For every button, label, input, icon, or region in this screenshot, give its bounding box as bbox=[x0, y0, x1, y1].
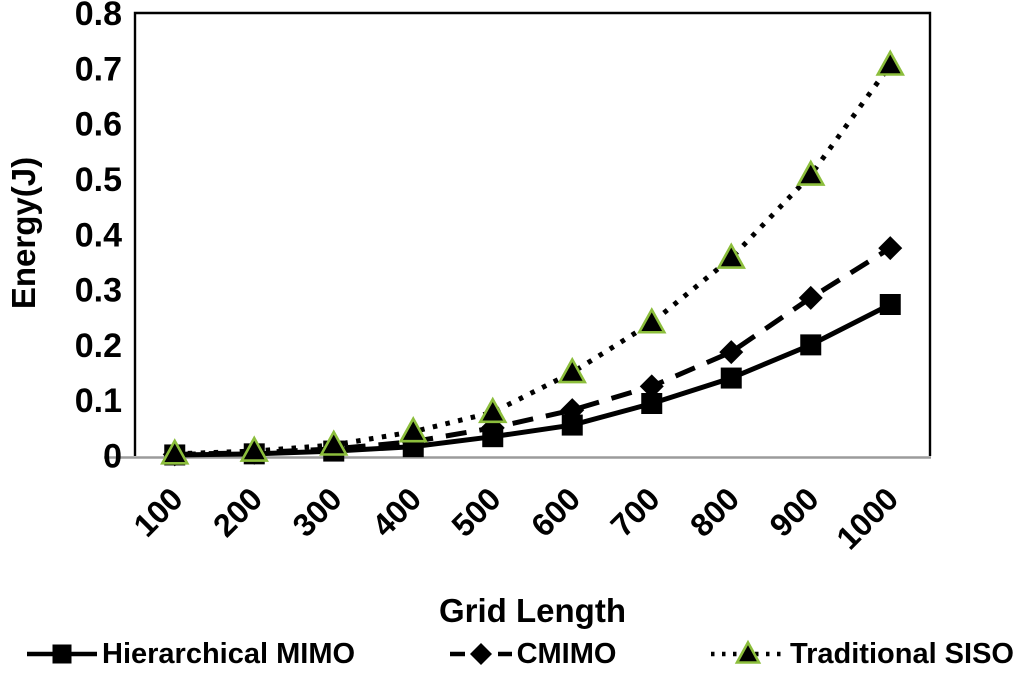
svg-text:200: 200 bbox=[206, 480, 269, 543]
svg-text:800: 800 bbox=[683, 480, 746, 543]
svg-text:0.4: 0.4 bbox=[75, 216, 122, 254]
legend-item-cmimo: CMIMO bbox=[449, 637, 617, 671]
legend-label-hierarchical-mimo: Hierarchical MIMO bbox=[102, 637, 356, 670]
svg-text:300: 300 bbox=[285, 480, 348, 543]
triangle-dotted-line-icon bbox=[711, 639, 785, 664]
svg-text:900: 900 bbox=[762, 480, 825, 543]
svg-text:0.7: 0.7 bbox=[75, 50, 122, 88]
svg-text:600: 600 bbox=[524, 480, 587, 543]
svg-text:0.6: 0.6 bbox=[75, 106, 122, 144]
legend-label-cmimo: CMIMO bbox=[516, 637, 617, 670]
svg-text:100: 100 bbox=[126, 480, 189, 543]
legend-label-traditional-siso: Traditional SISO bbox=[790, 637, 1014, 670]
legend-item-traditional-siso: Traditional SISO bbox=[710, 638, 1014, 671]
svg-text:0.8: 0.8 bbox=[75, 0, 122, 33]
svg-text:0.1: 0.1 bbox=[75, 382, 122, 420]
svg-text:1000: 1000 bbox=[829, 480, 905, 556]
svg-text:500: 500 bbox=[444, 480, 507, 543]
svg-text:0: 0 bbox=[103, 438, 122, 476]
svg-text:700: 700 bbox=[603, 480, 666, 543]
svg-text:0.5: 0.5 bbox=[75, 161, 122, 199]
svg-text:0.2: 0.2 bbox=[75, 327, 122, 365]
square-solid-line-icon bbox=[27, 644, 97, 664]
diamond-dashed-line-icon bbox=[449, 643, 512, 665]
legend-item-hierarchical-mimo: Hierarchical MIMO bbox=[26, 638, 355, 671]
x-axis-title: Grid Length bbox=[439, 592, 626, 629]
svg-text:0.3: 0.3 bbox=[75, 272, 122, 310]
svg-text:400: 400 bbox=[365, 480, 428, 543]
plot-area: 0 0.1 0.2 0.3 0.4 0.5 0.6 0.7 0.8 100 200 300 400 500… bbox=[75, 0, 932, 556]
legend: Hierarchical MIMO CMIMO Traditional SISO bbox=[0, 634, 1024, 674]
